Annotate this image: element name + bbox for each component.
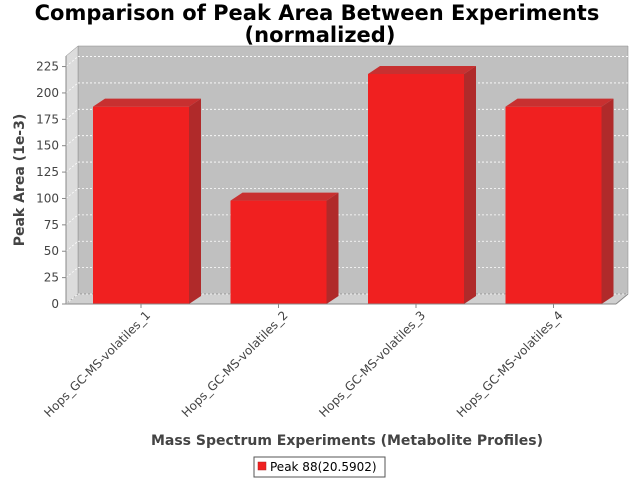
y-tick-label: 50: [44, 244, 59, 258]
chart-title-line1: Comparison of Peak Area Between Experime…: [35, 1, 600, 25]
bar-side: [464, 65, 476, 304]
bar: [505, 106, 602, 304]
bar-top: [93, 98, 201, 107]
bar-top: [230, 192, 339, 201]
y-tick-label: 75: [44, 218, 59, 232]
bar-side: [601, 98, 614, 304]
legend-label: Peak 88(20.5902): [270, 460, 377, 474]
bar-top: [505, 98, 614, 107]
grid-line-side: [65, 267, 79, 278]
x-tick-label: Hops_GC-MS-volatiles_1: [41, 308, 153, 420]
bars: [93, 65, 614, 304]
x-axis: Hops_GC-MS-volatiles_1 Hops_GC-MS-volatil…: [41, 293, 629, 420]
y-tick-label: 0: [51, 297, 59, 311]
grid-line-side: [65, 188, 79, 199]
y-tick-label: 150: [36, 139, 59, 153]
grid-line-side: [65, 161, 79, 173]
grid-line-side: [65, 214, 79, 226]
grid-line-side: [65, 293, 79, 305]
y-tick-label: 175: [36, 112, 59, 126]
y-axis-title: Peak Area (1e-3): [12, 114, 28, 247]
grid-line-side: [65, 109, 79, 120]
y-tick-label: 25: [44, 271, 59, 285]
grid-line-side: [65, 56, 79, 67]
legend: Peak 88(20.5902): [253, 456, 386, 478]
bar-side: [326, 192, 339, 304]
legend-box: [253, 456, 386, 478]
y-tick-label: 125: [36, 165, 59, 179]
grid-line-side: [65, 82, 79, 94]
y-tick-label: 100: [36, 191, 59, 205]
legend-swatch: [257, 461, 267, 471]
x-tick-label: Hops_GC-MS-volatiles_4: [454, 308, 566, 420]
y-tick-label: 200: [36, 86, 59, 100]
bar: [230, 200, 327, 304]
bar: [93, 106, 189, 304]
grid-lines: [65, 56, 628, 305]
x-axis-edge: [615, 293, 629, 305]
chart-title-line2: (normalized): [245, 23, 396, 47]
x-axis-title: Mass Spectrum Experiments (Metabolite Pr…: [151, 433, 543, 449]
bar-side: [189, 98, 201, 304]
bar: [368, 73, 464, 304]
x-tick-label: Hops_GC-MS-volatiles_2: [179, 308, 291, 420]
grid-line-side: [65, 135, 79, 147]
x-tick-label: Hops_GC-MS-volatiles_3: [316, 308, 428, 420]
y-tick-label: 225: [36, 60, 59, 74]
y-axis: 0 25 50 75 100 125 150 175 200 225: [36, 56, 67, 311]
bar-top: [368, 65, 476, 74]
grid-line-side: [65, 240, 79, 252]
